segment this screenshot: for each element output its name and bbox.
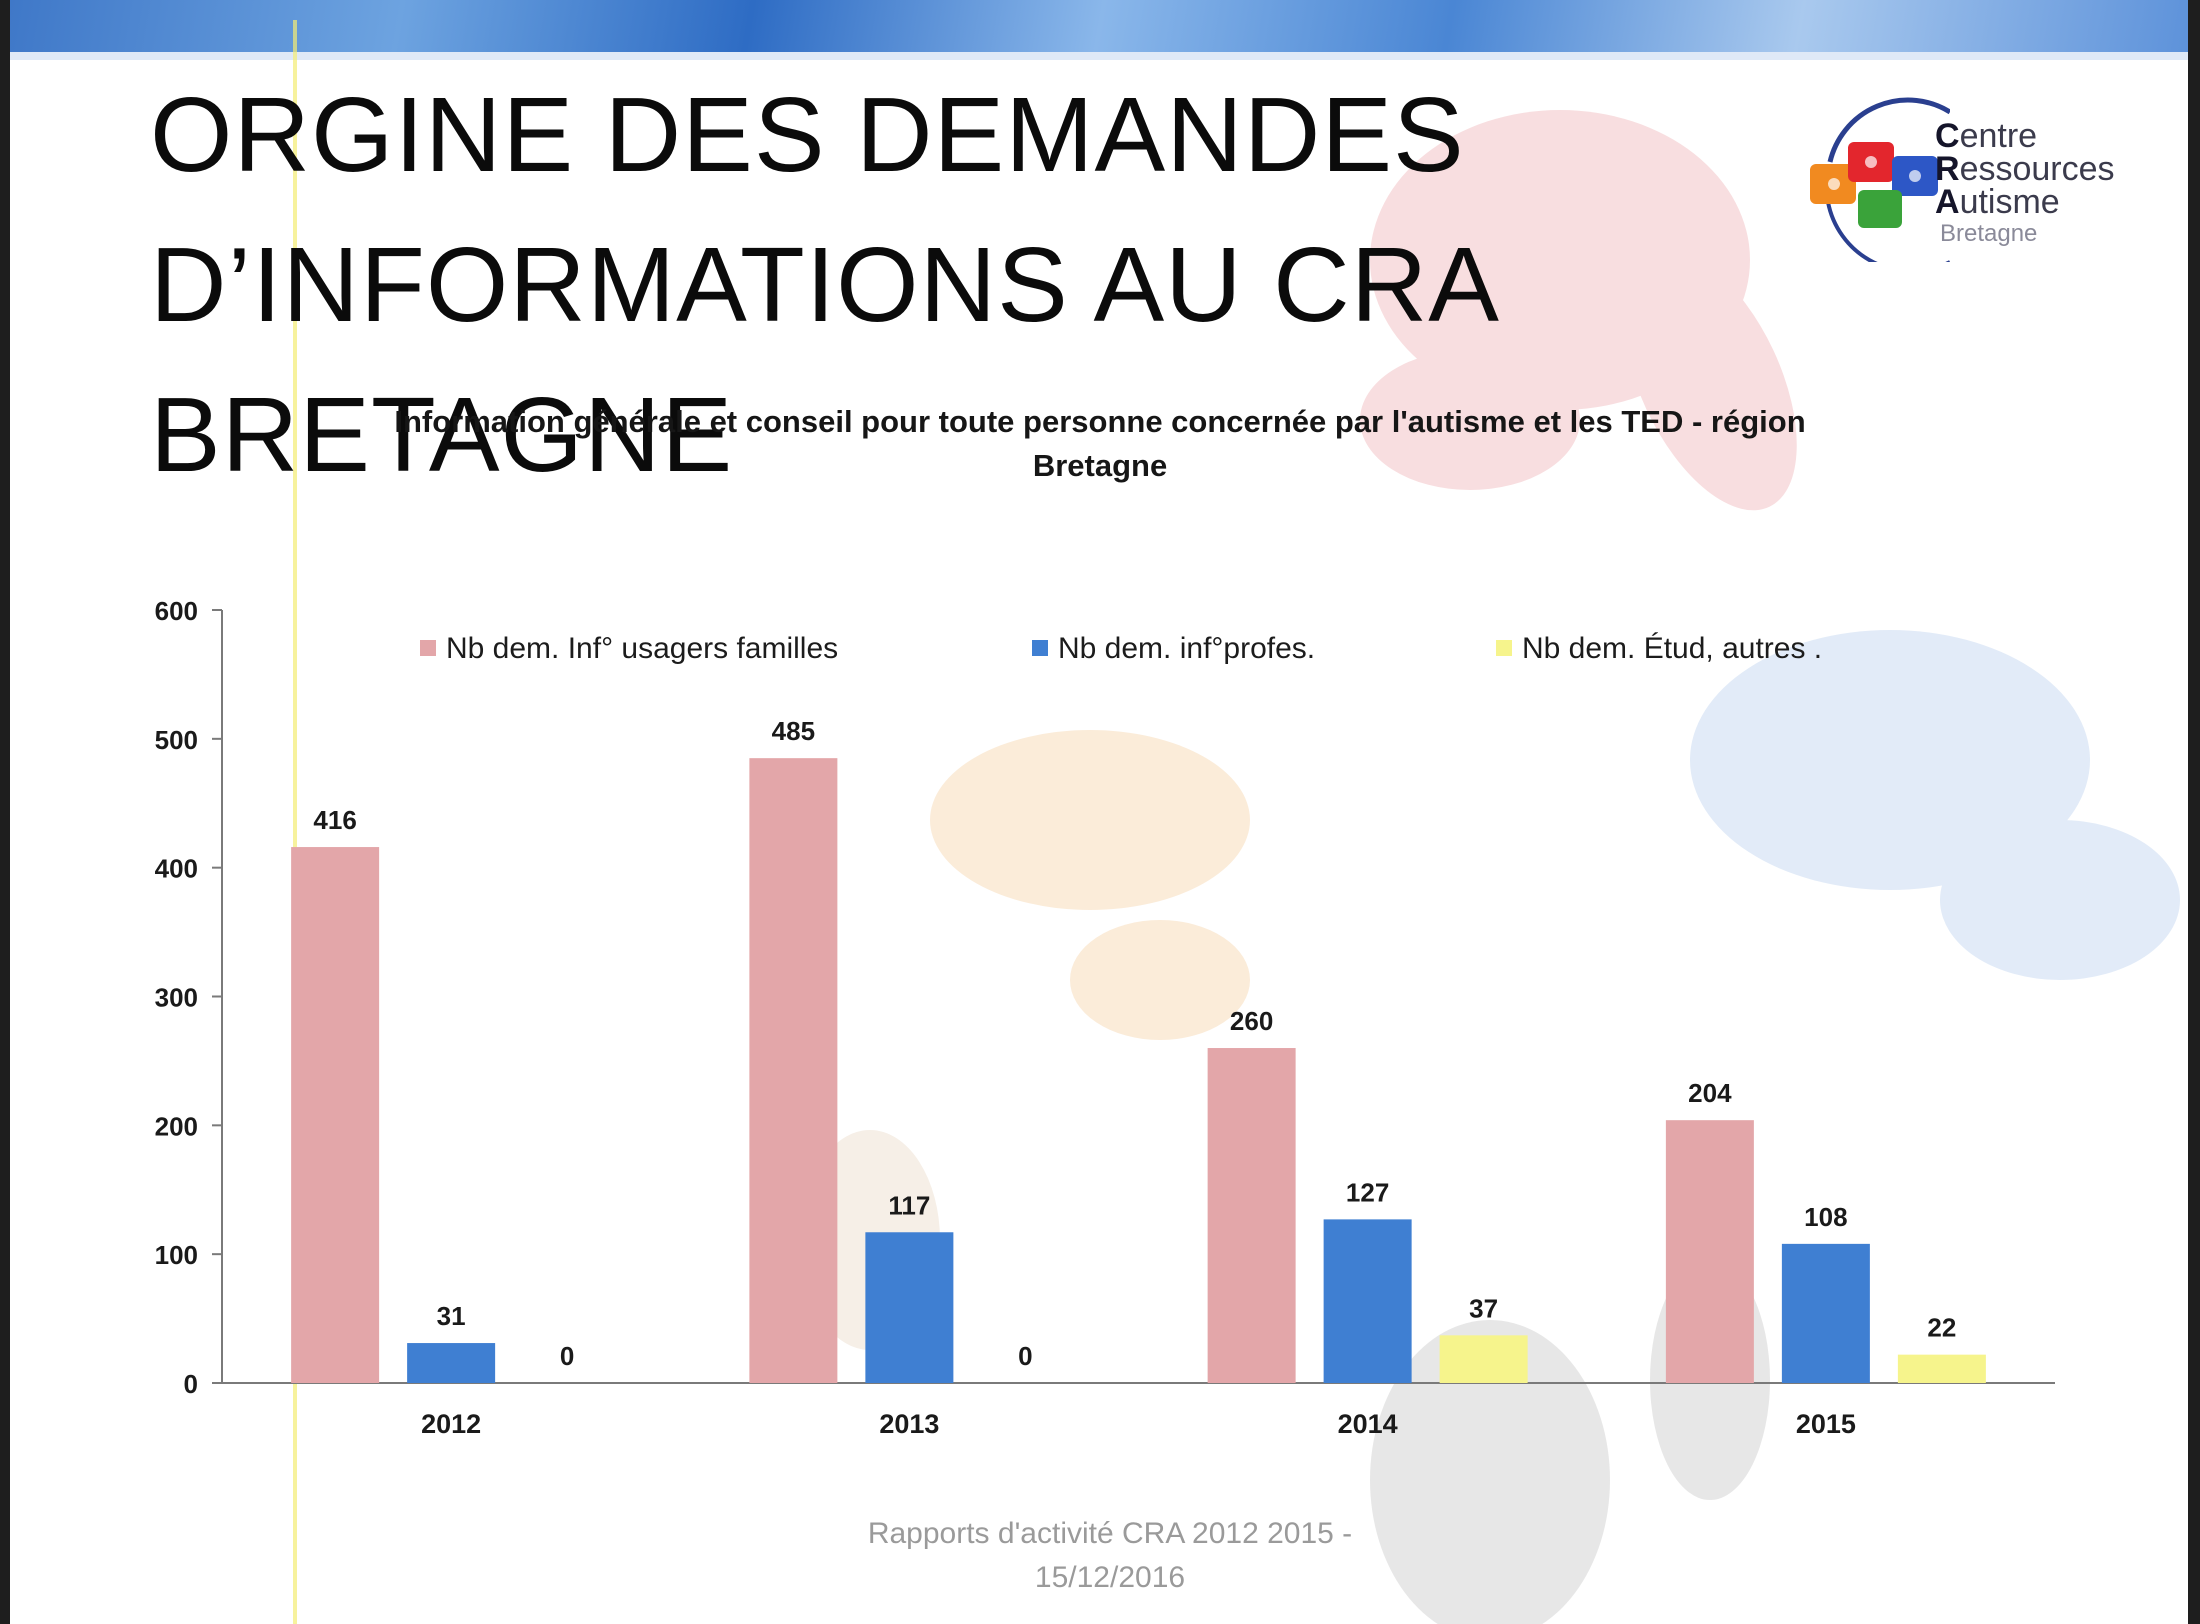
- bar-usagers-2014: [1207, 1048, 1296, 1383]
- y-axis: 0 100 200 300 400 500 600: [155, 596, 223, 1399]
- bar-profes-2014: [1323, 1219, 1412, 1383]
- legend-label-etud: Nb dem. Étud, autres .: [1522, 632, 1823, 665]
- slide-title: ORGINE DES DEMANDES D’INFORMATIONS AU CR…: [150, 60, 2050, 510]
- x-tick-label-2013: 2013: [879, 1409, 939, 1439]
- data-label-etud-2013: 0: [1018, 1341, 1032, 1371]
- bar-etud-2015: [1897, 1354, 1986, 1383]
- logo-region: Bretagne: [1940, 220, 2038, 247]
- legend-item-etud: Nb dem. Étud, autres .: [1496, 632, 1822, 666]
- y-tick-label-0: 0: [184, 1369, 198, 1399]
- footer-line-1: Rapports d'activité CRA 2012 2015 -: [867, 1517, 1353, 1550]
- data-label-usagers-2014: 260: [1230, 1006, 1273, 1036]
- x-axis: 2012 2013 2014 2015: [222, 1382, 2055, 1439]
- scan-artifact-line: [293, 20, 297, 1624]
- legend-label-usagers: Nb dem. Inf° usagers familles: [446, 632, 839, 665]
- bar-profes-2013: [865, 1232, 954, 1383]
- logo-initial-r: R: [1935, 150, 1960, 188]
- bars: [291, 758, 1986, 1383]
- slide-title-line-1: ORGINE DES DEMANDES: [150, 76, 1465, 194]
- chart-title-line-1: Information générale et conseil pour tou…: [394, 404, 1806, 439]
- logo-wordmark: Centre Ressources Autisme: [1935, 117, 2115, 221]
- data-label-profes-2015: 108: [1804, 1202, 1847, 1232]
- data-label-profes-2013: 117: [888, 1190, 930, 1220]
- legend-swatch-profes: [1032, 640, 1048, 656]
- legend-item-usagers: Nb dem. Inf° usagers familles: [420, 632, 838, 666]
- bar-chart: 0 100 200 300 400 500 600 2012 2013 2014 2015 416…: [155, 596, 2055, 1439]
- logo-word-utisme: utisme: [1959, 183, 2060, 221]
- y-tick-label-100: 100: [155, 1240, 198, 1270]
- x-tick-label-2014: 2014: [1338, 1409, 1398, 1439]
- footer-line-2: 15/12/2016: [1034, 1561, 1186, 1594]
- chart-title: Information générale et conseil pour tou…: [310, 400, 1890, 488]
- puzzle-logo-icon: [1810, 97, 1952, 274]
- cra-logo: Centre Ressources Autisme Bretagne: [1800, 92, 2160, 274]
- y-tick-label-500: 500: [155, 725, 198, 755]
- bar-usagers-2012: [291, 847, 380, 1383]
- bar-etud-2014: [1439, 1335, 1528, 1383]
- chart-legend: Nb dem. Inf° usagers familles Nb dem. in…: [420, 632, 1920, 676]
- data-label-usagers-2015: 204: [1688, 1078, 1732, 1108]
- data-labels: 416 31 0 485 117 0 260 127 37 204 108 22: [313, 716, 1956, 1371]
- legend-label-profes: Nb dem. inf°profes.: [1058, 632, 1316, 665]
- data-label-profes-2012: 31: [437, 1301, 466, 1331]
- slide-footer: Rapports d'activité CRA 2012 2015 - 15/1…: [700, 1512, 1520, 1600]
- data-label-usagers-2013: 485: [772, 716, 815, 746]
- legend-item-profes: Nb dem. inf°profes.: [1032, 632, 1315, 666]
- data-label-etud-2012: 0: [560, 1341, 574, 1371]
- x-tick-label-2015: 2015: [1796, 1409, 1856, 1439]
- slide-title-line-2: D’INFORMATIONS AU CRA BRETAGNE: [150, 226, 1495, 494]
- bar-profes-2015: [1781, 1243, 1870, 1383]
- chart-title-line-2: Bretagne: [1032, 448, 1168, 483]
- data-label-etud-2015: 22: [1927, 1313, 1956, 1343]
- data-label-profes-2014: 127: [1346, 1177, 1389, 1207]
- header-band: [10, 0, 2188, 60]
- legend-swatch-usagers: [420, 640, 436, 656]
- data-label-etud-2014: 37: [1469, 1293, 1498, 1323]
- logo-initial-a: A: [1935, 183, 1960, 221]
- legend-swatch-etud: [1496, 640, 1512, 656]
- y-tick-label-200: 200: [155, 1111, 198, 1141]
- y-tick-label-600: 600: [155, 596, 198, 626]
- logo-initial-c: C: [1935, 117, 1960, 155]
- bar-profes-2012: [407, 1343, 496, 1383]
- logo-word-essources: essources: [1959, 150, 2115, 188]
- y-tick-label-400: 400: [155, 854, 198, 884]
- bar-usagers-2015: [1665, 1120, 1754, 1383]
- x-tick-label-2012: 2012: [421, 1409, 481, 1439]
- bar-usagers-2013: [749, 758, 838, 1383]
- logo-word-entre: entre: [1959, 117, 2038, 155]
- data-label-usagers-2012: 416: [313, 805, 356, 835]
- y-tick-label-300: 300: [155, 983, 198, 1013]
